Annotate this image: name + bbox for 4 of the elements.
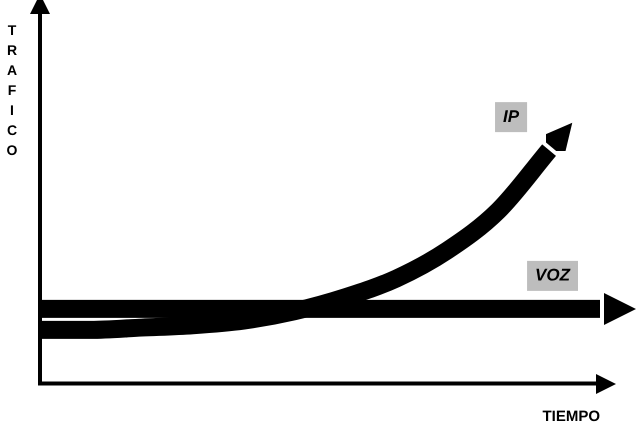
text: IP [503, 106, 520, 126]
x-axis-title: TIEMPO [542, 408, 600, 426]
y-axis-title: TRAFICO [4, 22, 20, 162]
series-label: VOZ [535, 266, 571, 285]
